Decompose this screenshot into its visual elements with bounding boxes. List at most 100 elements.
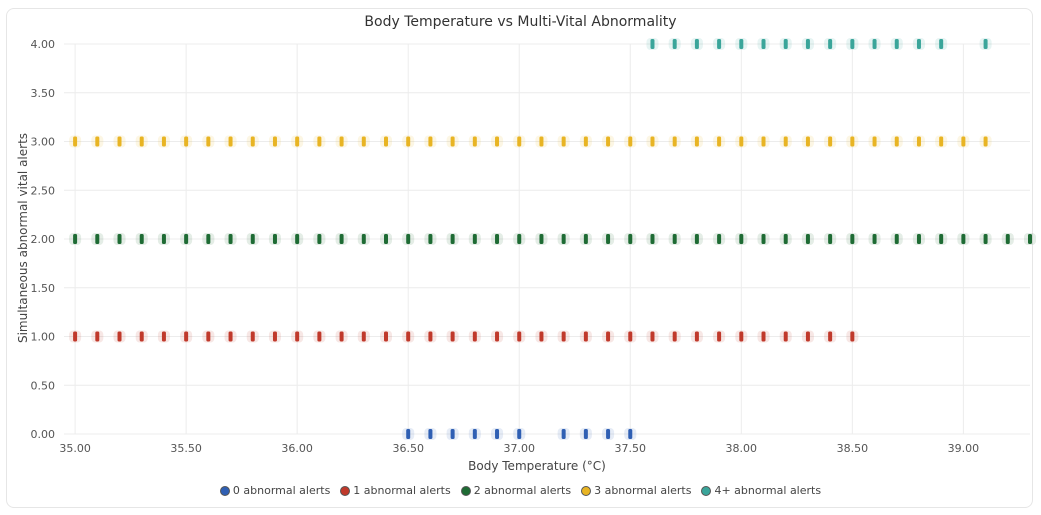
data-point[interactable] — [783, 39, 788, 49]
data-point[interactable] — [805, 234, 810, 244]
data-point[interactable] — [95, 234, 100, 244]
data-point[interactable] — [916, 234, 921, 244]
data-point[interactable] — [539, 331, 544, 342]
data-point[interactable] — [561, 429, 566, 439]
data-point[interactable] — [628, 429, 633, 439]
data-point[interactable] — [894, 136, 899, 147]
data-point[interactable] — [583, 331, 588, 342]
data-point[interactable] — [672, 331, 677, 342]
legend-item[interactable]: 0 abnormal alerts — [219, 484, 330, 497]
data-point[interactable] — [916, 136, 921, 147]
data-point[interactable] — [139, 136, 144, 147]
data-point[interactable] — [983, 136, 988, 147]
data-point[interactable] — [517, 331, 522, 342]
data-point[interactable] — [539, 234, 544, 244]
data-point[interactable] — [117, 234, 122, 244]
data-point[interactable] — [961, 234, 966, 244]
data-point[interactable] — [272, 331, 277, 342]
data-point[interactable] — [1005, 234, 1010, 244]
data-point[interactable] — [339, 234, 344, 244]
data-point[interactable] — [650, 331, 655, 342]
data-point[interactable] — [650, 234, 655, 244]
data-point[interactable] — [117, 331, 122, 342]
data-point[interactable] — [628, 234, 633, 244]
data-point[interactable] — [850, 39, 855, 49]
data-point[interactable] — [739, 136, 744, 147]
data-point[interactable] — [916, 39, 921, 49]
data-point[interactable] — [495, 136, 500, 147]
data-point[interactable] — [828, 331, 833, 342]
data-point[interactable] — [317, 136, 322, 147]
data-point[interactable] — [761, 136, 766, 147]
data-point[interactable] — [428, 331, 433, 342]
data-point[interactable] — [295, 136, 300, 147]
data-point[interactable] — [850, 234, 855, 244]
data-point[interactable] — [184, 331, 189, 342]
data-point[interactable] — [139, 234, 144, 244]
data-point[interactable] — [828, 39, 833, 49]
data-point[interactable] — [672, 39, 677, 49]
data-point[interactable] — [339, 136, 344, 147]
data-point[interactable] — [694, 331, 699, 342]
data-point[interactable] — [939, 234, 944, 244]
data-point[interactable] — [250, 331, 255, 342]
data-point[interactable] — [828, 234, 833, 244]
data-point[interactable] — [228, 136, 233, 147]
data-point[interactable] — [850, 136, 855, 147]
data-point[interactable] — [117, 136, 122, 147]
data-point[interactable] — [228, 331, 233, 342]
data-point[interactable] — [761, 234, 766, 244]
data-point[interactable] — [694, 136, 699, 147]
data-point[interactable] — [583, 429, 588, 439]
data-point[interactable] — [561, 136, 566, 147]
data-point[interactable] — [450, 331, 455, 342]
data-point[interactable] — [161, 136, 166, 147]
data-point[interactable] — [828, 136, 833, 147]
data-point[interactable] — [361, 234, 366, 244]
data-point[interactable] — [206, 136, 211, 147]
data-point[interactable] — [805, 39, 810, 49]
data-point[interactable] — [361, 331, 366, 342]
data-point[interactable] — [184, 234, 189, 244]
data-point[interactable] — [672, 234, 677, 244]
data-point[interactable] — [606, 234, 611, 244]
data-point[interactable] — [406, 429, 411, 439]
data-point[interactable] — [428, 429, 433, 439]
data-point[interactable] — [517, 429, 522, 439]
data-point[interactable] — [406, 331, 411, 342]
data-point[interactable] — [272, 234, 277, 244]
data-point[interactable] — [583, 136, 588, 147]
data-point[interactable] — [717, 234, 722, 244]
data-point[interactable] — [339, 331, 344, 342]
data-point[interactable] — [606, 136, 611, 147]
data-point[interactable] — [739, 39, 744, 49]
data-point[interactable] — [1028, 234, 1032, 244]
data-point[interactable] — [983, 234, 988, 244]
data-point[interactable] — [650, 136, 655, 147]
data-point[interactable] — [561, 331, 566, 342]
data-point[interactable] — [95, 136, 100, 147]
data-point[interactable] — [472, 429, 477, 439]
data-point[interactable] — [317, 331, 322, 342]
data-point[interactable] — [95, 331, 100, 342]
data-point[interactable] — [450, 136, 455, 147]
data-point[interactable] — [739, 234, 744, 244]
data-point[interactable] — [450, 429, 455, 439]
data-point[interactable] — [384, 234, 388, 244]
legend-item[interactable]: 4+ abnormal alerts — [701, 484, 821, 497]
data-point[interactable] — [783, 136, 788, 147]
data-point[interactable] — [406, 234, 411, 244]
data-point[interactable] — [717, 39, 722, 49]
data-point[interactable] — [783, 234, 788, 244]
data-point[interactable] — [761, 331, 766, 342]
data-point[interactable] — [561, 234, 566, 244]
data-point[interactable] — [628, 331, 633, 342]
data-point[interactable] — [939, 39, 944, 49]
data-point[interactable] — [739, 331, 744, 342]
data-point[interactable] — [472, 234, 477, 244]
data-point[interactable] — [73, 234, 78, 244]
data-point[interactable] — [184, 136, 189, 147]
legend-item[interactable]: 2 abnormal alerts — [460, 484, 571, 497]
data-point[interactable] — [983, 39, 988, 49]
data-point[interactable] — [384, 331, 388, 342]
